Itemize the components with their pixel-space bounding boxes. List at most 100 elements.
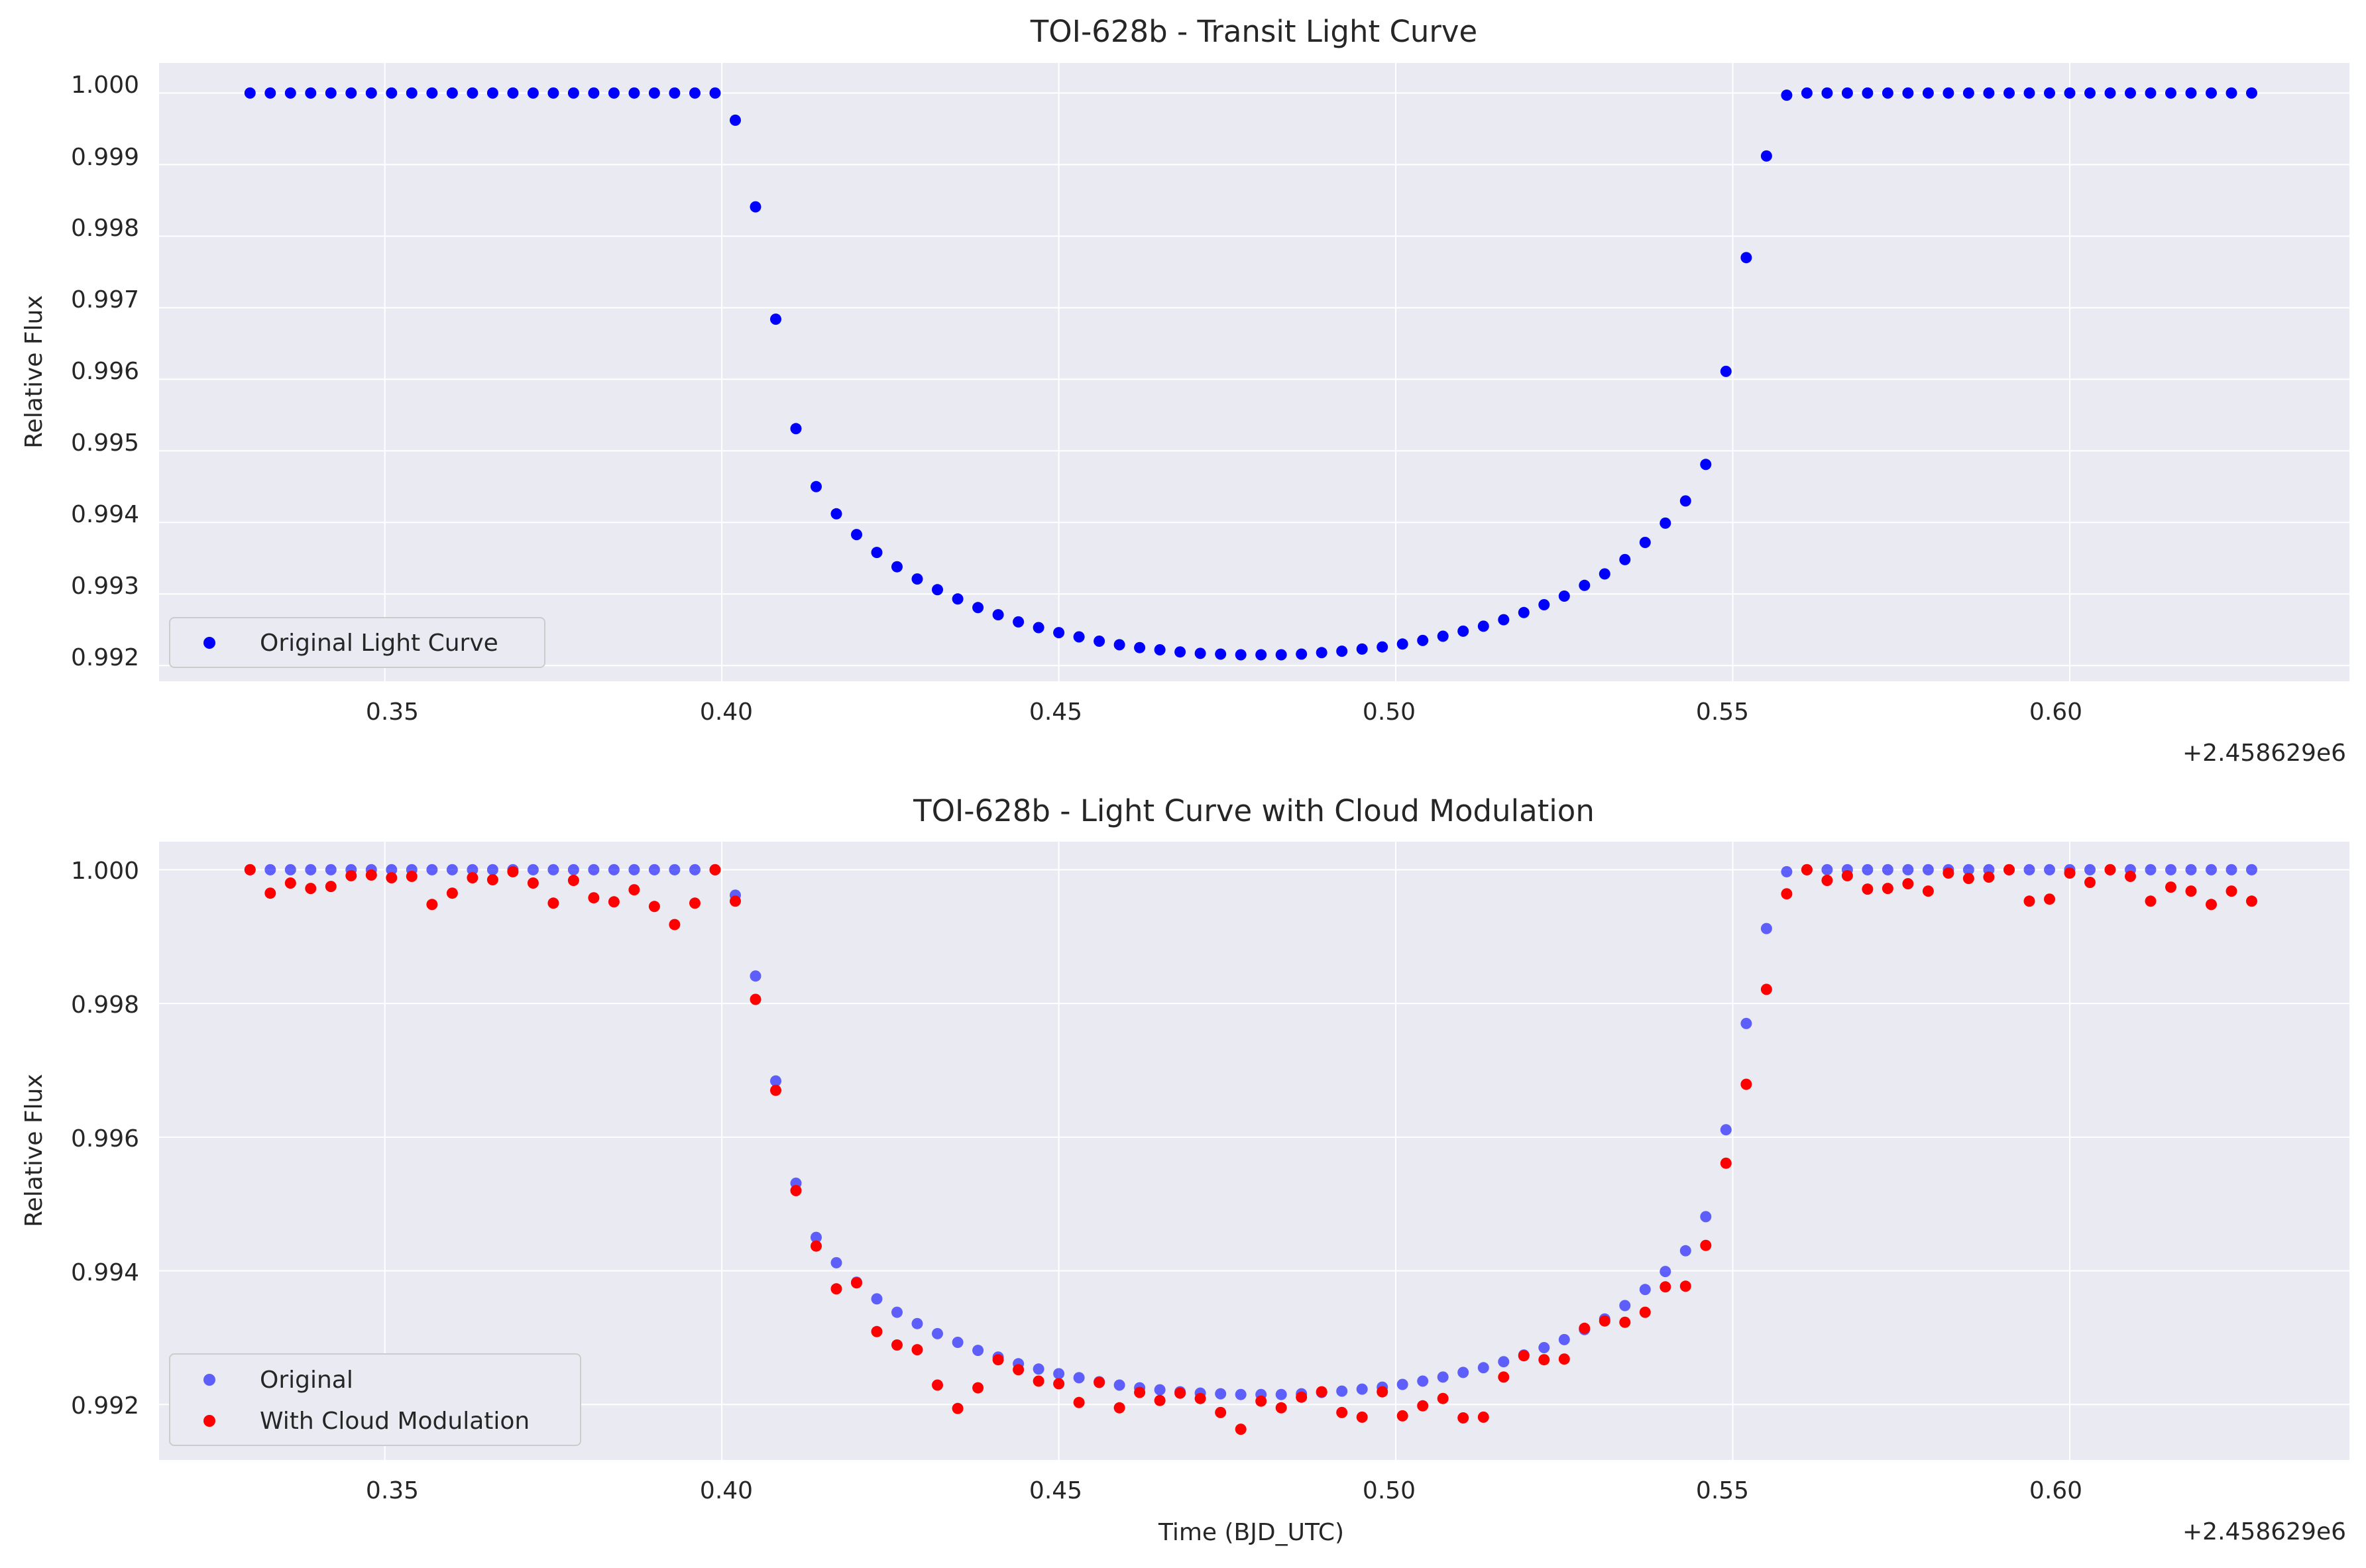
data-point xyxy=(1194,1392,1206,1404)
data-point xyxy=(264,87,276,99)
data-point xyxy=(871,1293,883,1305)
data-point xyxy=(709,864,721,875)
data-point xyxy=(1882,864,1893,875)
data-point xyxy=(648,87,660,99)
data-point xyxy=(811,1240,822,1252)
data-point xyxy=(830,1283,842,1295)
data-point xyxy=(1983,871,1995,883)
data-point xyxy=(1174,646,1186,658)
data-point xyxy=(244,87,256,99)
y-tick-label: 0.993 xyxy=(71,573,139,600)
data-point xyxy=(1619,1316,1631,1328)
data-point xyxy=(730,114,741,126)
data-point xyxy=(1235,649,1247,661)
x-offset-label: +2.458629e6 xyxy=(2182,1518,2346,1545)
data-point xyxy=(1235,1388,1247,1400)
data-point xyxy=(426,87,438,99)
data-point xyxy=(1396,638,1408,650)
data-point xyxy=(871,1325,883,1337)
data-point xyxy=(284,877,296,889)
data-point xyxy=(1538,599,1550,610)
data-point xyxy=(325,87,337,99)
y-tick-labels: 0.992 0.994 0.996 0.998 1.000 xyxy=(71,858,139,1420)
data-point xyxy=(507,866,519,877)
data-point xyxy=(851,1277,862,1289)
data-point xyxy=(1013,1364,1025,1376)
data-point xyxy=(1134,1386,1146,1398)
data-point xyxy=(1518,606,1530,618)
data-point xyxy=(2003,87,2015,99)
data-point xyxy=(952,593,964,605)
data-point xyxy=(1377,1386,1388,1398)
x-tick-label: 0.60 xyxy=(2029,699,2082,726)
data-point xyxy=(811,480,822,492)
y-tick-label: 1.000 xyxy=(71,72,139,99)
data-point xyxy=(891,561,903,573)
data-point xyxy=(1275,1388,1287,1400)
data-point xyxy=(972,602,984,614)
data-point xyxy=(1599,1315,1610,1327)
data-point xyxy=(1457,625,1469,637)
data-point xyxy=(932,1327,943,1339)
data-point xyxy=(1215,1406,1227,1418)
data-point xyxy=(1558,1333,1570,1345)
data-point xyxy=(2225,885,2237,897)
data-point xyxy=(2165,881,2176,893)
data-point xyxy=(406,87,418,99)
data-point xyxy=(1094,1376,1105,1388)
data-point xyxy=(608,87,620,99)
data-point xyxy=(1113,1379,1125,1391)
data-point xyxy=(1700,1211,1712,1223)
data-point xyxy=(2246,864,2257,875)
y-tick-label: 0.998 xyxy=(71,215,139,242)
data-point xyxy=(2206,87,2217,99)
x-axis-label: Time (BJD_UTC) xyxy=(1158,1519,1344,1546)
data-point xyxy=(2145,895,2157,907)
data-point xyxy=(1518,1350,1530,1362)
data-point xyxy=(972,1345,984,1357)
data-point xyxy=(1660,1266,1671,1278)
data-point xyxy=(1194,647,1206,659)
data-point xyxy=(1336,1385,1348,1397)
data-point xyxy=(2225,87,2237,99)
data-point xyxy=(790,1185,802,1196)
data-point xyxy=(1396,1378,1408,1390)
data-point xyxy=(1255,1395,1267,1407)
data-point xyxy=(1498,1356,1510,1368)
data-point xyxy=(669,864,681,875)
data-point xyxy=(648,901,660,913)
data-point xyxy=(770,1075,781,1087)
x-tick-label: 0.50 xyxy=(1363,1477,1416,1504)
scatter-points xyxy=(244,87,2257,661)
data-point xyxy=(2145,87,2157,99)
data-point xyxy=(628,884,640,896)
data-point xyxy=(1962,864,1974,875)
data-point xyxy=(1498,1371,1510,1383)
data-point xyxy=(1943,87,1954,99)
data-point xyxy=(1457,1367,1469,1378)
data-point xyxy=(1033,622,1044,634)
data-point xyxy=(1154,644,1166,655)
data-point xyxy=(851,529,862,541)
data-point xyxy=(2044,87,2055,99)
data-point xyxy=(2225,864,2237,875)
data-point xyxy=(1113,639,1125,651)
data-point xyxy=(2084,87,2096,99)
data-point xyxy=(1882,883,1893,895)
y-tick-label: 0.996 xyxy=(71,358,139,385)
data-point xyxy=(1619,1300,1631,1312)
data-point xyxy=(1477,1411,1489,1423)
data-point xyxy=(527,877,539,889)
data-point xyxy=(648,864,660,875)
data-point xyxy=(1660,1281,1671,1293)
data-point xyxy=(1215,1388,1227,1400)
data-point xyxy=(891,1339,903,1351)
data-point xyxy=(2044,893,2055,905)
data-point xyxy=(1579,1322,1591,1334)
data-point xyxy=(1922,864,1934,875)
data-point xyxy=(527,87,539,99)
data-point xyxy=(952,1402,964,1414)
data-point xyxy=(365,869,377,881)
data-point xyxy=(1740,1017,1752,1029)
chart-title: TOI-628b - Light Curve with Cloud Modula… xyxy=(913,793,1595,828)
